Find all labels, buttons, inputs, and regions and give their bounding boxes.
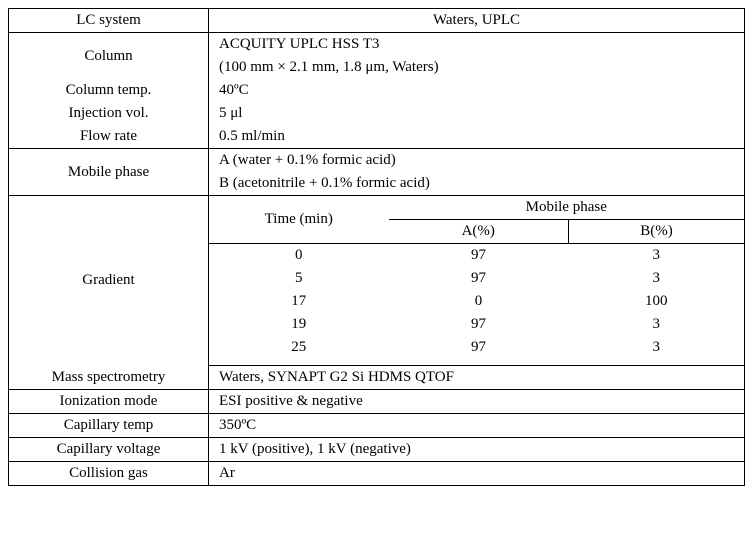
row-value-column-temp: 40ºC	[209, 79, 745, 102]
row-value-coll-gas: Ar	[209, 462, 745, 486]
gradient-b-3: 3	[569, 313, 745, 336]
row-value-column-line1: ACQUITY UPLC HSS T3	[209, 33, 745, 57]
row-value-injection-vol: 5 μl	[209, 102, 745, 125]
gradient-a-3: 97	[389, 313, 569, 336]
row-value-mass-spec: Waters, SYNAPT G2 Si HDMS QTOF	[209, 366, 745, 390]
row-label-injection-vol: Injection vol.	[9, 102, 209, 125]
gradient-header-b: B(%)	[569, 220, 745, 244]
gradient-t-1: 5	[209, 267, 389, 290]
row-label-column-temp: Column temp.	[9, 79, 209, 102]
row-value-mobile-phase-a: A (water + 0.1% formic acid)	[209, 149, 745, 173]
gradient-t-2: 17	[209, 290, 389, 313]
gradient-a-1: 97	[389, 267, 569, 290]
row-label-flow-rate: Flow rate	[9, 125, 209, 149]
gradient-b-1: 3	[569, 267, 745, 290]
gradient-a-0: 97	[389, 244, 569, 268]
row-label-mobile-phase: Mobile phase	[9, 149, 209, 196]
row-value-mobile-phase-b: B (acetonitrile + 0.1% formic acid)	[209, 172, 745, 196]
row-label-gradient: Gradient	[9, 196, 209, 366]
gradient-b-0: 3	[569, 244, 745, 268]
parameters-table: LC system Waters, UPLC Column ACQUITY UP…	[8, 8, 745, 486]
row-label-cap-temp: Capillary temp	[9, 414, 209, 438]
row-value-cap-volt: 1 kV (positive), 1 kV (negative)	[209, 438, 745, 462]
row-label-column: Column	[9, 33, 209, 80]
gradient-a-4: 97	[389, 336, 569, 359]
gradient-t-4: 25	[209, 336, 389, 359]
gradient-header-mp: Mobile phase	[389, 196, 745, 220]
gradient-t-0: 0	[209, 244, 389, 268]
gradient-b-4: 3	[569, 336, 745, 359]
row-value-flow-rate: 0.5 ml/min	[209, 125, 745, 149]
row-label-ion-mode: Ionization mode	[9, 390, 209, 414]
gradient-b-2: 100	[569, 290, 745, 313]
row-value-column-line2: (100 mm × 2.1 mm, 1.8 μm, Waters)	[209, 56, 745, 79]
gradient-t-3: 19	[209, 313, 389, 336]
gradient-header-time: Time (min)	[209, 196, 389, 244]
row-value-ion-mode: ESI positive & negative	[209, 390, 745, 414]
row-label-cap-volt: Capillary voltage	[9, 438, 209, 462]
row-value-cap-temp: 350ºC	[209, 414, 745, 438]
row-label-lc-system: LC system	[9, 9, 209, 33]
row-value-lc-system: Waters, UPLC	[209, 9, 745, 33]
row-label-coll-gas: Collision gas	[9, 462, 209, 486]
row-label-mass-spec: Mass spectrometry	[9, 366, 209, 390]
gradient-header-a: A(%)	[389, 220, 569, 244]
gradient-a-2: 0	[389, 290, 569, 313]
